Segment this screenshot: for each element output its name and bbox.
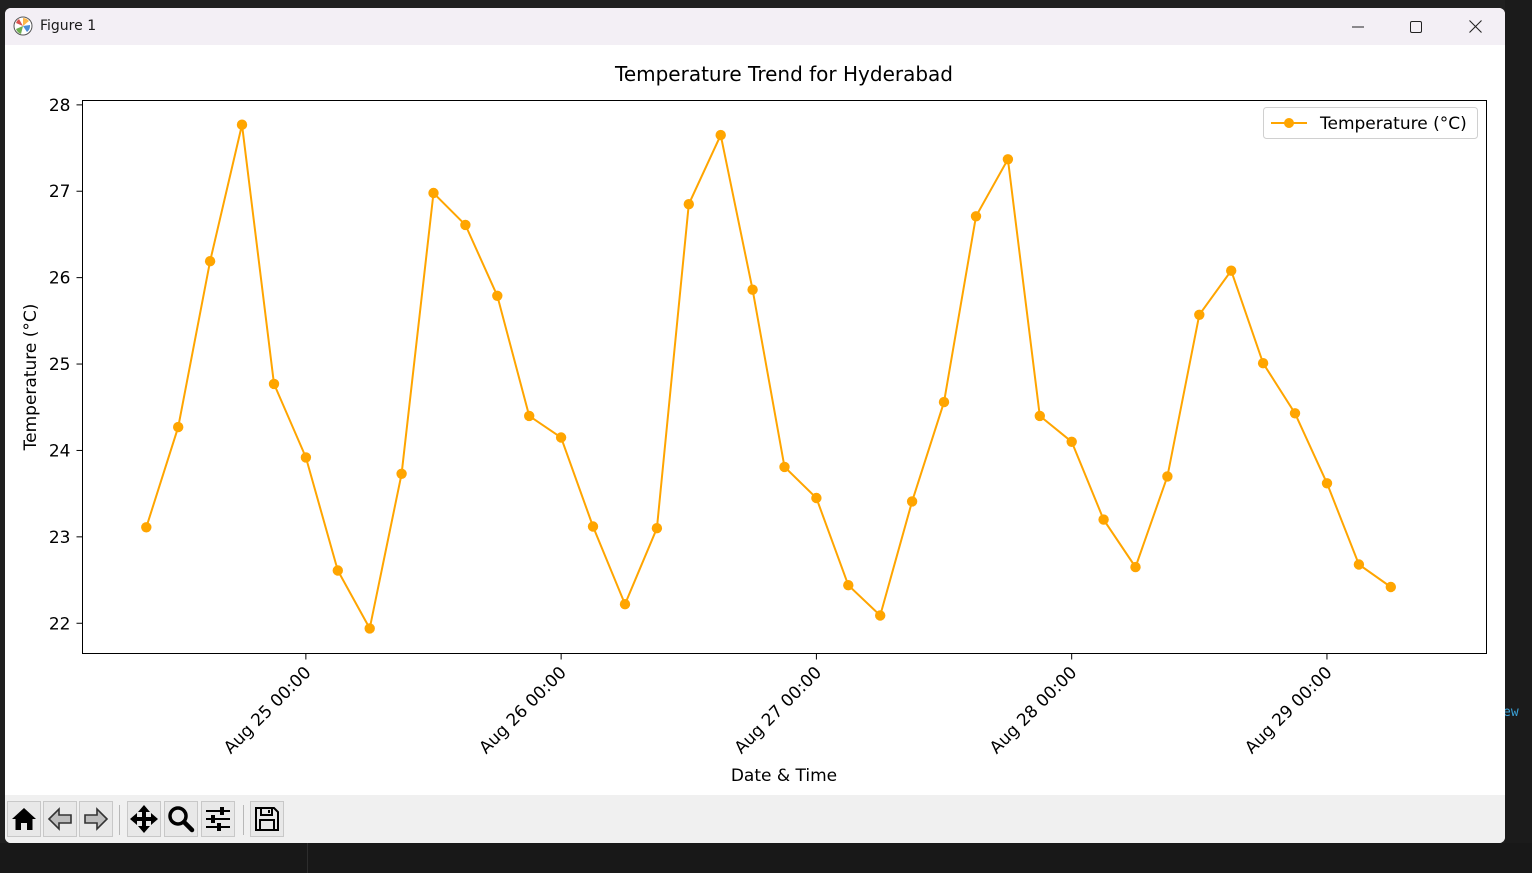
data-point xyxy=(1066,436,1077,447)
close-icon xyxy=(1468,20,1482,33)
chart-area[interactable]: Temperature Trend for Hyderabad 22 23 24 25… xyxy=(5,45,1505,795)
y-tick-label: 23 xyxy=(49,528,71,548)
data-point xyxy=(396,468,407,479)
data-point xyxy=(1226,265,1237,276)
x-tick-label: Aug 29 00:00 xyxy=(1241,663,1336,758)
data-point xyxy=(1194,309,1205,320)
data-point xyxy=(1162,471,1173,482)
data-point xyxy=(460,219,471,231)
matplotlib-logo-icon xyxy=(13,16,33,36)
data-point xyxy=(173,421,184,433)
zoom-button[interactable] xyxy=(164,801,198,837)
temperature-line xyxy=(145,124,1392,632)
y-tick-label: 25 xyxy=(49,355,71,375)
x-axis-ticks: Aug 25 00:00 Aug 26 00:00 Aug 27 00:00 Aug … xyxy=(220,653,1336,758)
x-tick-label: Aug 27 00:00 xyxy=(731,663,826,758)
data-point xyxy=(970,211,982,222)
plot-frame xyxy=(82,100,1487,654)
floppy-disk-icon xyxy=(255,807,279,831)
sliders-icon xyxy=(206,807,230,831)
legend-box xyxy=(1263,107,1478,139)
data-point xyxy=(332,565,343,576)
data-point xyxy=(938,396,950,408)
data-point xyxy=(1002,154,1014,165)
maximize-icon xyxy=(1410,20,1422,33)
move-arrows-icon xyxy=(130,805,158,833)
x-tick-label: Aug 26 00:00 xyxy=(475,663,570,758)
y-tick-label: 24 xyxy=(49,441,71,461)
x-tick-label: Aug 28 00:00 xyxy=(986,663,1081,758)
figure-window: Figure 1 Temperature Trend for Hyderabad… xyxy=(5,8,1505,843)
data-point xyxy=(747,284,758,295)
home-icon xyxy=(12,808,36,830)
legend-marker xyxy=(1284,118,1294,128)
data-point xyxy=(875,610,886,621)
back-button[interactable] xyxy=(43,801,77,837)
y-axis-label: Temperature (°C) xyxy=(21,304,41,452)
data-point xyxy=(906,496,918,507)
forward-button[interactable] xyxy=(79,801,113,837)
y-tick-label: 28 xyxy=(49,96,71,116)
data-point xyxy=(683,199,694,210)
y-axis-ticks: 22 23 24 25 26 27 28 xyxy=(49,96,83,634)
data-point xyxy=(1034,410,1046,422)
pan-button[interactable] xyxy=(127,801,161,837)
chart-title: Temperature Trend for Hyderabad xyxy=(614,62,953,86)
data-point xyxy=(555,432,567,443)
y-tick-label: 26 xyxy=(49,269,71,289)
minimize-icon xyxy=(1352,26,1364,27)
data-point xyxy=(524,410,535,422)
data-point xyxy=(1098,514,1109,525)
data-point xyxy=(1385,581,1397,593)
toolbar-separator xyxy=(243,805,244,835)
configure-subplots-button[interactable] xyxy=(201,801,235,837)
data-point xyxy=(715,129,726,141)
navigation-toolbar xyxy=(5,795,1505,843)
arrow-left-icon xyxy=(47,807,72,831)
data-point xyxy=(811,492,822,504)
data-point xyxy=(204,256,216,267)
background-divider xyxy=(307,843,308,873)
data-point xyxy=(268,378,280,390)
save-button[interactable] xyxy=(250,801,284,837)
temperature-chart: Temperature Trend for Hyderabad 22 23 24 25… xyxy=(21,62,1487,786)
desktop-background-top xyxy=(0,0,1532,8)
data-point xyxy=(364,623,375,634)
toolbar-separator xyxy=(119,805,120,835)
data-point xyxy=(492,290,503,301)
data-point xyxy=(1321,478,1333,489)
data-point xyxy=(843,580,854,591)
data-point xyxy=(300,452,312,463)
arrow-right-icon xyxy=(84,807,109,831)
window-title: Figure 1 xyxy=(40,18,97,34)
data-point xyxy=(1257,358,1269,369)
legend: Temperature (°C) xyxy=(1263,107,1478,139)
y-tick-label: 22 xyxy=(49,614,71,634)
y-tick-label: 27 xyxy=(49,182,71,202)
maximize-button[interactable] xyxy=(1387,8,1445,45)
data-point xyxy=(619,599,631,610)
x-tick-label: Aug 25 00:00 xyxy=(220,663,315,758)
desktop-background-right xyxy=(1505,0,1532,873)
data-point xyxy=(1289,408,1301,419)
magnifier-icon xyxy=(168,806,195,833)
data-point xyxy=(428,187,439,199)
data-point xyxy=(236,119,248,130)
data-point xyxy=(1353,559,1365,570)
close-button[interactable] xyxy=(1446,8,1504,45)
background-partial-text: ew xyxy=(1503,705,1519,720)
data-point xyxy=(779,461,790,473)
home-button[interactable] xyxy=(7,801,41,837)
data-point xyxy=(651,523,663,534)
minimize-button[interactable] xyxy=(1329,8,1387,45)
title-bar[interactable]: Figure 1 xyxy=(5,8,1505,45)
x-axis-label: Date & Time xyxy=(731,766,837,786)
data-point xyxy=(1130,561,1141,573)
data-point xyxy=(587,521,599,532)
legend-entry-label: Temperature (°C) xyxy=(1319,114,1467,134)
desktop-background-bottom xyxy=(0,843,1532,873)
data-points xyxy=(141,119,1397,634)
data-point xyxy=(141,522,152,533)
